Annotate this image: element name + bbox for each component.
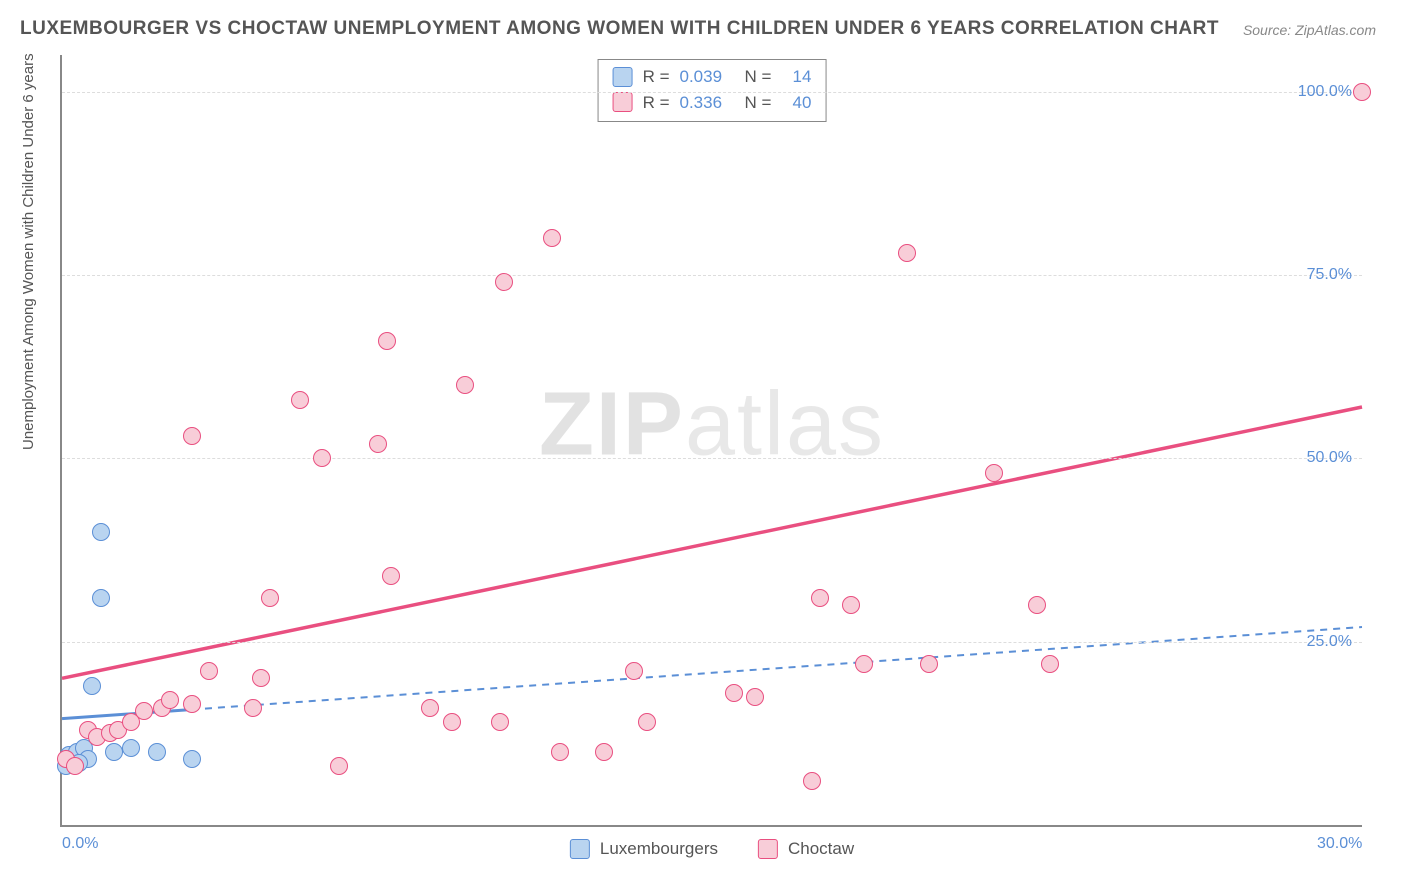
data-point-choctaw xyxy=(183,427,201,445)
data-point-choctaw xyxy=(491,713,509,731)
data-point-choctaw xyxy=(803,772,821,790)
data-point-choctaw xyxy=(855,655,873,673)
data-point-choctaw xyxy=(161,691,179,709)
data-point-choctaw xyxy=(638,713,656,731)
data-point-choctaw xyxy=(200,662,218,680)
data-point-choctaw xyxy=(382,567,400,585)
y-tick-label: 75.0% xyxy=(1307,266,1352,284)
data-point-choctaw xyxy=(261,589,279,607)
data-point-choctaw xyxy=(66,757,84,775)
data-point-choctaw xyxy=(456,376,474,394)
gridline xyxy=(62,275,1362,276)
data-point-choctaw xyxy=(543,229,561,247)
swatch-choctaw xyxy=(613,92,633,112)
stats-row-lux: R =0.039N =14 xyxy=(613,64,812,90)
data-point-choctaw xyxy=(252,669,270,687)
legend-label: Choctaw xyxy=(788,839,854,859)
y-axis-label: Unemployment Among Women with Children U… xyxy=(20,53,37,450)
data-point-choctaw xyxy=(898,244,916,262)
data-point-choctaw xyxy=(330,757,348,775)
data-point-choctaw xyxy=(920,655,938,673)
data-point-choctaw xyxy=(313,449,331,467)
gridline xyxy=(62,458,1362,459)
data-point-choctaw xyxy=(725,684,743,702)
data-point-lux xyxy=(83,677,101,695)
data-point-choctaw xyxy=(378,332,396,350)
series-legend: Luxembourgers Choctaw xyxy=(570,839,854,859)
data-point-lux xyxy=(183,750,201,768)
chart-title: LUXEMBOURGER VS CHOCTAW UNEMPLOYMENT AMO… xyxy=(20,18,1219,40)
data-point-choctaw xyxy=(595,743,613,761)
data-point-choctaw xyxy=(495,273,513,291)
data-point-choctaw xyxy=(1028,596,1046,614)
gridline xyxy=(62,92,1362,93)
data-point-choctaw xyxy=(842,596,860,614)
data-point-choctaw xyxy=(985,464,1003,482)
stats-row-choctaw: R =0.336N =40 xyxy=(613,90,812,116)
plot-area: ZIPatlas R =0.039N =14R =0.336N =40 Luxe… xyxy=(60,55,1362,827)
data-point-lux xyxy=(92,523,110,541)
y-tick-label: 100.0% xyxy=(1298,83,1352,101)
data-point-lux xyxy=(92,589,110,607)
legend-label: Luxembourgers xyxy=(600,839,718,859)
data-point-lux xyxy=(148,743,166,761)
data-point-choctaw xyxy=(443,713,461,731)
swatch-lux xyxy=(570,839,590,859)
data-point-choctaw xyxy=(1041,655,1059,673)
data-point-lux xyxy=(105,743,123,761)
legend-item-choctaw: Choctaw xyxy=(758,839,854,859)
x-tick-label: 30.0% xyxy=(1317,835,1362,853)
y-tick-label: 50.0% xyxy=(1307,449,1352,467)
trend-line-choctaw xyxy=(62,407,1362,678)
y-tick-label: 25.0% xyxy=(1307,633,1352,651)
swatch-lux xyxy=(613,67,633,87)
source-label: Source: ZipAtlas.com xyxy=(1243,22,1376,38)
data-point-choctaw xyxy=(291,391,309,409)
data-point-choctaw xyxy=(369,435,387,453)
data-point-choctaw xyxy=(746,688,764,706)
data-point-choctaw xyxy=(244,699,262,717)
stats-legend: R =0.039N =14R =0.336N =40 xyxy=(598,59,827,122)
x-tick-label: 0.0% xyxy=(62,835,98,853)
data-point-choctaw xyxy=(1353,83,1371,101)
legend-item-lux: Luxembourgers xyxy=(570,839,718,859)
data-point-choctaw xyxy=(135,702,153,720)
trend-line-lux-dashed xyxy=(192,627,1362,710)
data-point-lux xyxy=(122,739,140,757)
watermark: ZIPatlas xyxy=(539,373,885,476)
data-point-choctaw xyxy=(551,743,569,761)
gridline xyxy=(62,642,1362,643)
data-point-choctaw xyxy=(421,699,439,717)
swatch-choctaw xyxy=(758,839,778,859)
data-point-choctaw xyxy=(811,589,829,607)
data-point-choctaw xyxy=(183,695,201,713)
data-point-choctaw xyxy=(625,662,643,680)
